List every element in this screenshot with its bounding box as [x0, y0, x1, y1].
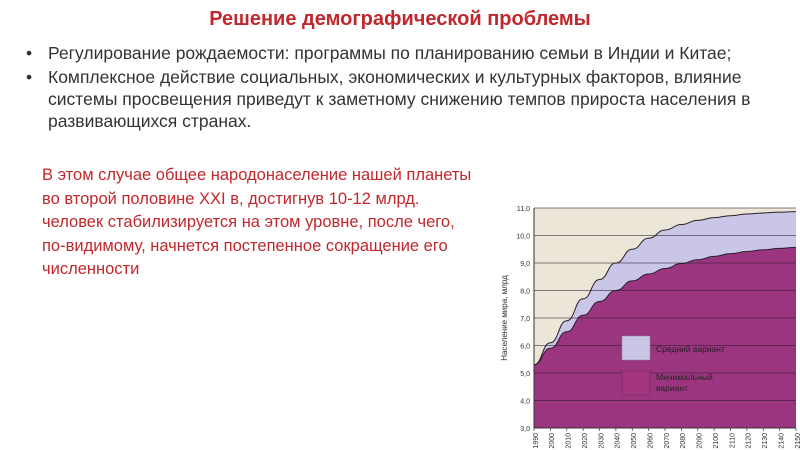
series-area-1	[534, 247, 796, 428]
y-tick-label: 6,0	[520, 344, 530, 351]
highlight-note: В этом случае общее народонаселение наше…	[42, 166, 472, 278]
x-tick-label: 2040	[615, 433, 622, 449]
legend-label-line: вариант	[656, 383, 688, 393]
x-tick-label: 2060	[647, 433, 654, 449]
x-tick-label: 2110	[729, 433, 736, 448]
bullet-text: Регулирование рождаемости: программы по …	[48, 43, 732, 63]
y-tick-label: 5,0	[520, 371, 530, 378]
y-tick-label: 7,0	[520, 316, 530, 323]
bullet-dot-icon: •	[26, 67, 33, 87]
y-tick-label: 9,0	[520, 261, 530, 268]
y-tick-label: 11,0	[517, 206, 530, 213]
x-tick-label: 2100	[713, 433, 720, 449]
x-tick-label: 2080	[680, 433, 687, 449]
bullet-dot-icon: •	[26, 43, 33, 63]
x-tick-label: 2050	[631, 433, 638, 449]
y-tick-label: 4,0	[520, 399, 530, 406]
y-tick-label: 3,0	[520, 426, 530, 433]
population-chart: 3,0 4,0 5,0 6,0 7,0 8,0 9,0 10,0 11,0 1990 2000 201…	[500, 206, 800, 449]
series-line-0	[533, 211, 797, 366]
x-tick-label: 2000	[549, 433, 556, 449]
bullet-list: • Регулирование рождаемости: программы п…	[26, 42, 786, 134]
series-line-1	[533, 246, 797, 366]
y-tick-label: 8,0	[520, 289, 530, 296]
legend-label-minimum: Минимальный вариант	[656, 372, 713, 393]
x-tick-label: 2020	[582, 433, 589, 449]
legend-label-line: Минимальный	[656, 372, 713, 382]
legend-swatch-medium	[621, 335, 651, 361]
legend-label-medium: Средний вариант	[656, 344, 725, 354]
x-tick-label: 2130	[762, 433, 769, 449]
x-tick-label: 2140	[778, 433, 785, 449]
slide-title: Решение демографической проблемы	[209, 8, 591, 30]
bullet-text: Комплексное действие социальных, экономи…	[48, 67, 751, 131]
bullet-item-complex-factors: • Комплексное действие социальных, эконо…	[26, 66, 786, 132]
bullet-item-birth-control: • Регулирование рождаемости: программы п…	[26, 42, 786, 64]
x-tick-label: 1990	[533, 433, 540, 449]
x-tick-label: 2010	[566, 433, 573, 449]
x-tick-label: 2090	[697, 433, 704, 449]
y-axis-label: Население мира, млрд	[500, 275, 509, 361]
x-tick-label: 2030	[598, 433, 605, 449]
x-tick-label: 2070	[664, 433, 671, 449]
x-tick-label: 2150	[795, 433, 800, 449]
y-tick-label: 10,0	[516, 234, 530, 241]
x-tick-label: 2120	[746, 433, 753, 449]
legend-swatch-minimum	[621, 370, 651, 396]
